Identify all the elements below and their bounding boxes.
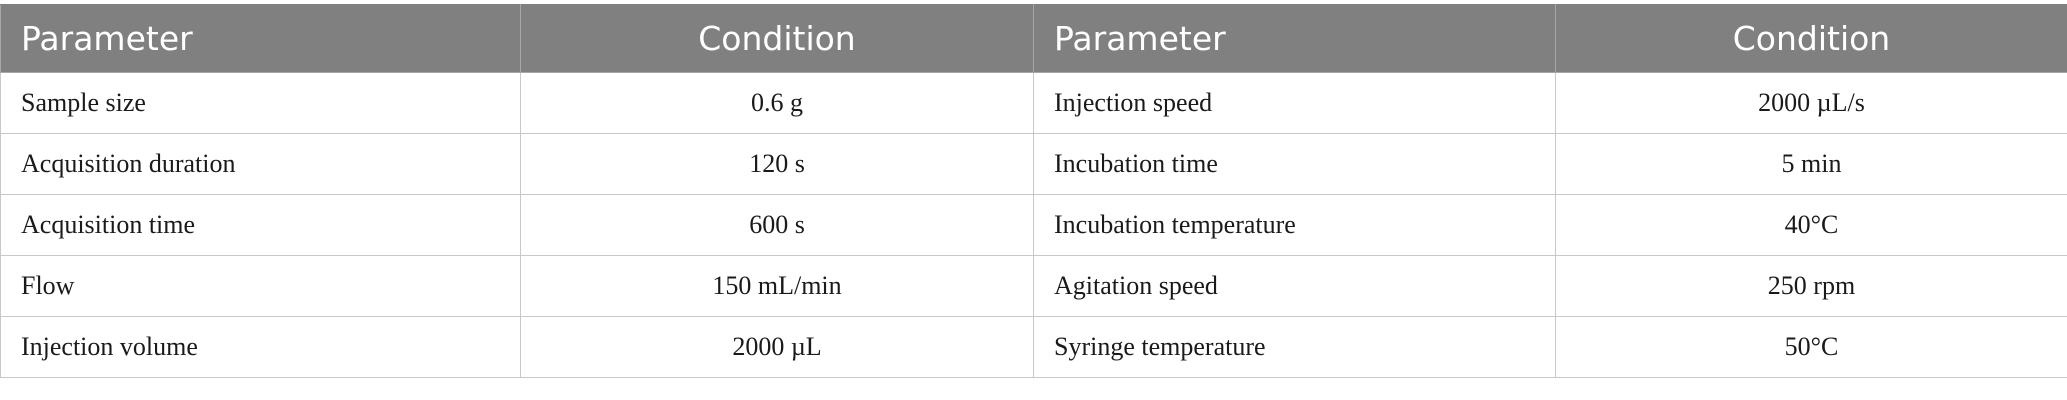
header-row: Parameter Condition Parameter Condition <box>0 4 2067 73</box>
parameters-table: Parameter Condition Parameter Condition … <box>0 4 2067 378</box>
parameter-cell: Syringe temperature <box>1033 316 1556 378</box>
table-row: Acquisition time 600 s Incubation temper… <box>0 194 2067 256</box>
parameter-cell: Acquisition time <box>0 194 521 256</box>
table-header: Parameter Condition Parameter Condition <box>0 4 2067 73</box>
table-body: Sample size 0.6 g Injection speed 2000 µ… <box>0 72 2067 378</box>
parameter-cell: Incubation time <box>1033 133 1556 195</box>
condition-cell: 150 mL/min <box>520 255 1034 317</box>
condition-cell: 2000 µL/s <box>1555 72 2067 134</box>
condition-cell: 0.6 g <box>520 72 1034 134</box>
table-row: Flow 150 mL/min Agitation speed 250 rpm <box>0 255 2067 317</box>
condition-cell: 250 rpm <box>1555 255 2067 317</box>
condition-cell: 5 min <box>1555 133 2067 195</box>
parameter-cell: Flow <box>0 255 521 317</box>
header-condition-2: Condition <box>1555 4 2067 73</box>
parameter-cell: Agitation speed <box>1033 255 1556 317</box>
table-row: Injection volume 2000 µL Syringe tempera… <box>0 316 2067 378</box>
header-parameter-2: Parameter <box>1033 4 1556 73</box>
parameter-cell: Sample size <box>0 72 521 134</box>
condition-cell: 40°C <box>1555 194 2067 256</box>
parameter-cell: Acquisition duration <box>0 133 521 195</box>
condition-cell: 120 s <box>520 133 1034 195</box>
condition-cell: 2000 µL <box>520 316 1034 378</box>
parameter-cell: Injection speed <box>1033 72 1556 134</box>
header-parameter-1: Parameter <box>0 4 521 73</box>
table-row: Acquisition duration 120 s Incubation ti… <box>0 133 2067 195</box>
parameter-cell: Incubation temperature <box>1033 194 1556 256</box>
header-condition-1: Condition <box>520 4 1034 73</box>
table-row: Sample size 0.6 g Injection speed 2000 µ… <box>0 72 2067 134</box>
condition-cell: 50°C <box>1555 316 2067 378</box>
condition-cell: 600 s <box>520 194 1034 256</box>
parameter-cell: Injection volume <box>0 316 521 378</box>
